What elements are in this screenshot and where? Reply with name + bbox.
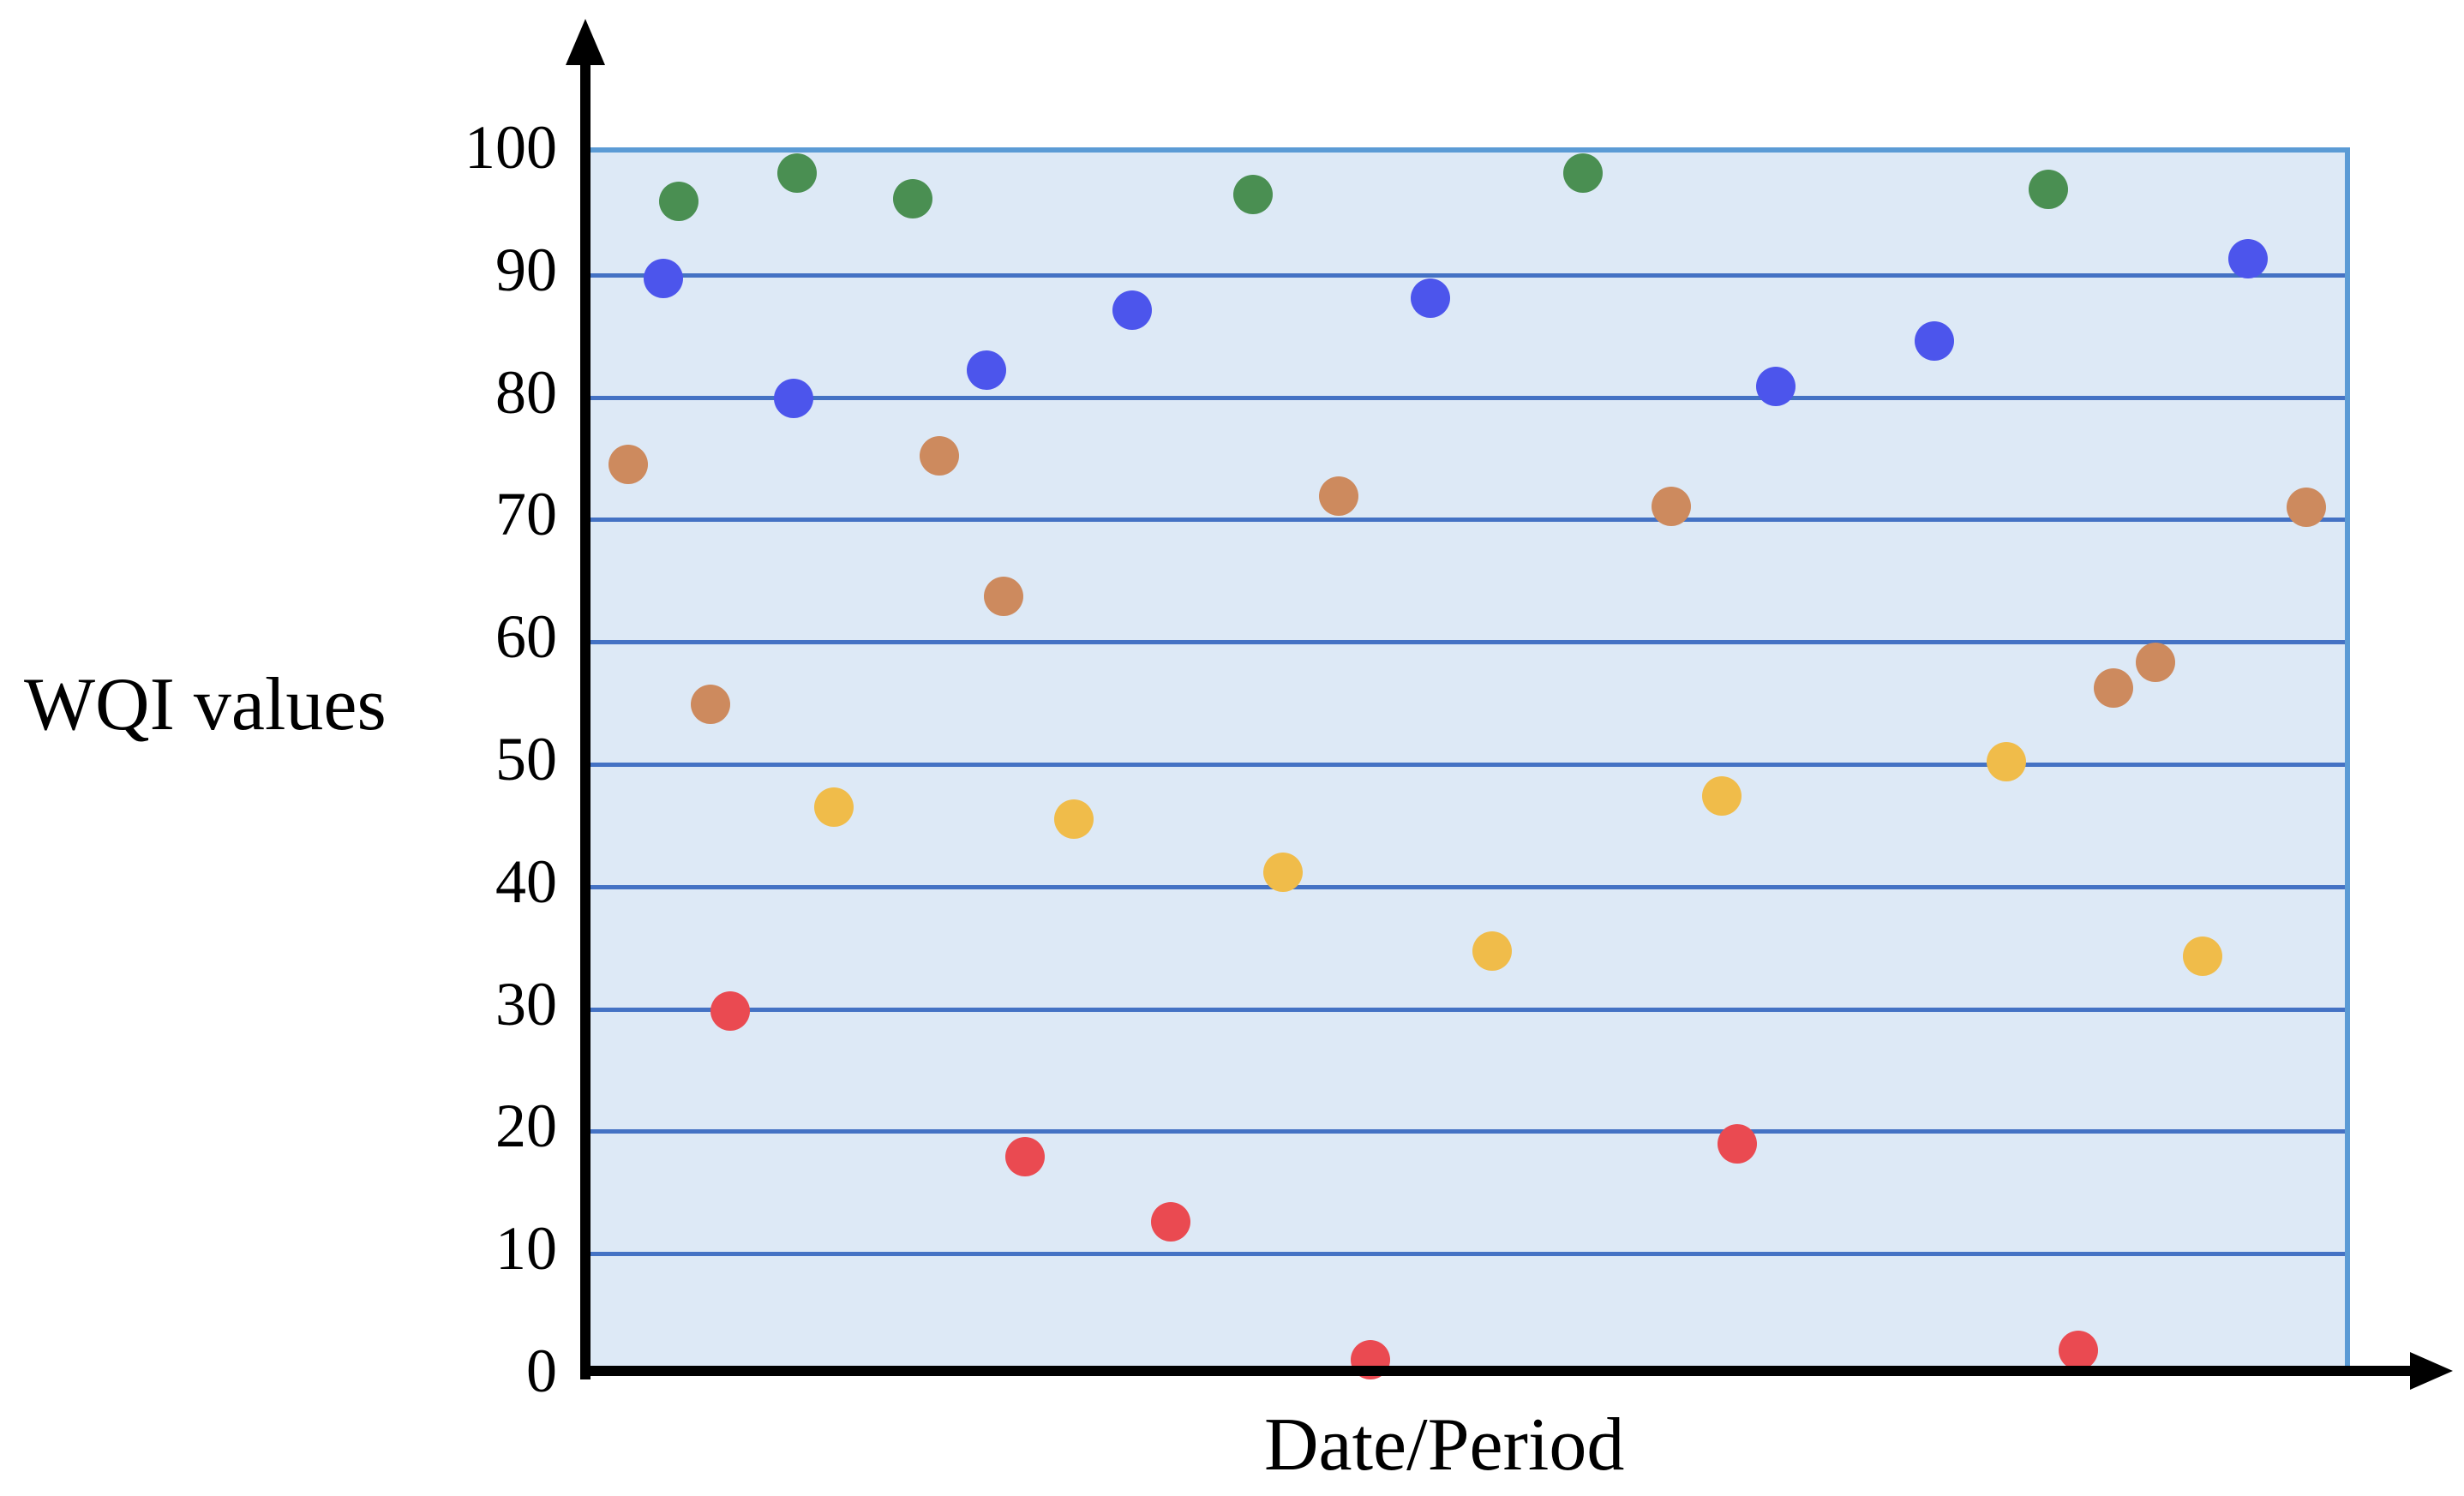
data-point-green [659,182,699,222]
data-point-yellow [2183,936,2223,977]
gridline-y-10 [590,1252,2345,1257]
data-point-red [1150,1202,1190,1242]
data-point-blue [1112,290,1152,331]
y-tick-label-10: 10 [495,1214,557,1284]
data-point-red [2058,1331,2098,1370]
y-tick-label-40: 40 [495,847,557,916]
y-tick-label-90: 90 [495,235,557,304]
data-point-brown [919,436,959,476]
data-point-blue [966,350,1006,391]
data-point-brown [609,445,649,485]
data-point-blue [773,379,813,419]
data-point-yellow [1472,931,1512,972]
data-point-brown [1651,486,1691,526]
y-tick-label-0: 0 [526,1337,557,1405]
y-tick-label-30: 30 [495,969,557,1038]
data-point-green [2028,169,2068,209]
data-point-brown [2135,643,2175,683]
data-point-blue [2228,239,2269,279]
data-point-blue [1914,320,1954,361]
data-point-green [776,153,817,194]
y-tick-label-80: 80 [495,357,557,427]
y-tick-label-70: 70 [495,480,557,549]
x-axis-title: Date/Period [1264,1403,1625,1487]
x-axis-line [580,1366,2414,1376]
gridline-y-80 [590,395,2345,400]
data-point-blue [1410,278,1450,318]
x-axis-arrowhead-icon [2410,1352,2453,1390]
gridline-y-30 [590,1007,2345,1012]
data-point-yellow [813,787,854,827]
y-axis-line [580,60,591,1379]
data-point-green [1563,153,1604,194]
y-axis-title: WQI values [24,663,387,746]
data-point-red [710,991,750,1032]
y-tick-label-50: 50 [495,725,557,793]
data-point-blue [1756,366,1796,406]
y-tick-label-60: 60 [495,602,557,672]
data-point-brown [2093,668,2133,709]
data-point-yellow [1262,852,1303,892]
y-axis-arrowhead-icon [566,19,605,65]
gridline-y-70 [590,518,2345,523]
y-tick-label-100: 100 [465,113,557,182]
data-point-green [1233,174,1274,214]
data-point-brown [691,685,731,725]
data-point-yellow [1986,742,2026,782]
data-point-yellow [1054,799,1094,840]
data-point-red [1718,1123,1758,1164]
data-point-green [892,179,932,219]
gridline-y-20 [590,1129,2345,1134]
gridline-y-50 [590,763,2345,767]
data-point-yellow [1701,776,1742,817]
data-point-red [1004,1137,1045,1177]
gridline-y-40 [590,884,2345,889]
y-tick-label-20: 20 [495,1092,557,1161]
data-point-blue [644,259,684,299]
gridline-y-90 [590,272,2345,278]
plot-area [590,147,2350,1380]
gridline-y-60 [590,640,2345,645]
data-point-brown [1319,476,1359,517]
data-point-brown [984,577,1024,617]
data-point-brown [2286,488,2326,528]
